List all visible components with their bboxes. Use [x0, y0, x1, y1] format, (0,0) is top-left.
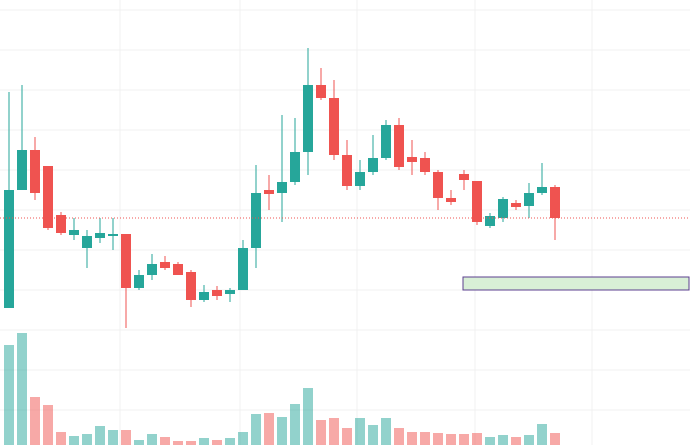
candle-body: [355, 172, 365, 186]
candle-body: [134, 275, 144, 288]
volume-bar: [121, 430, 131, 445]
candle-body: [277, 182, 287, 193]
candle-body: [108, 234, 118, 236]
candle-body: [173, 264, 183, 275]
volume-bar: [238, 432, 248, 445]
volume-bar: [69, 436, 79, 445]
volume-bar: [264, 413, 274, 445]
candle-body: [550, 187, 560, 218]
volume-bar: [459, 434, 469, 445]
candle-body: [4, 190, 14, 308]
volume-bar: [316, 420, 326, 445]
candle-body: [290, 152, 300, 182]
volume-bar: [498, 435, 508, 445]
candle-body: [420, 158, 430, 172]
candle-body: [485, 216, 495, 226]
candle-body: [459, 174, 469, 180]
candle-body: [186, 272, 196, 300]
candle-body: [147, 264, 157, 275]
candle-body: [394, 125, 404, 167]
candle-body: [511, 203, 521, 207]
candle-body: [472, 181, 482, 222]
volume-bar: [355, 418, 365, 445]
volume-bar: [160, 437, 170, 445]
volume-bar: [303, 388, 313, 445]
volume-bar: [43, 405, 53, 445]
candle-body: [69, 230, 79, 235]
volume-bar: [56, 432, 66, 445]
volume-bar: [251, 414, 261, 445]
volume-bar: [199, 438, 209, 445]
candle-body: [446, 198, 456, 202]
candle-body: [43, 166, 53, 228]
volume-bar: [368, 425, 378, 445]
volume-bar: [485, 437, 495, 445]
volume-bar: [550, 433, 560, 445]
volume-bar: [225, 438, 235, 445]
volume-bar: [277, 417, 287, 445]
volume-bar: [537, 424, 547, 445]
candle-body: [95, 233, 105, 238]
candle-body: [303, 85, 313, 152]
candle-body: [433, 172, 443, 198]
candle-body: [199, 292, 209, 300]
candle-body: [329, 98, 339, 155]
volume-bar: [186, 441, 196, 445]
volume-bar: [381, 418, 391, 445]
volume-bar: [4, 345, 14, 445]
volume-bar: [394, 428, 404, 445]
volume-bar: [407, 432, 417, 445]
volume-bar: [212, 440, 222, 445]
volume-bar: [17, 333, 27, 445]
zone: [462, 276, 690, 291]
candle-body: [251, 193, 261, 248]
volume-bar: [108, 430, 118, 445]
candle-body: [225, 290, 235, 294]
candle-body: [381, 125, 391, 158]
volume-bar: [134, 440, 144, 445]
volume-bar: [290, 404, 300, 445]
volume-bar: [329, 418, 339, 445]
volume-bar: [147, 434, 157, 445]
volume-bar: [524, 435, 534, 445]
volume-bar: [446, 434, 456, 445]
candle-body: [407, 157, 417, 162]
volume-bar: [82, 434, 92, 445]
candle-body: [56, 215, 66, 233]
candle-body: [160, 262, 170, 268]
candle-body: [264, 190, 274, 194]
volume-bar: [472, 433, 482, 445]
candle-body: [368, 158, 378, 172]
candle-body: [121, 234, 131, 288]
candle-body: [17, 150, 27, 190]
candle-body: [498, 199, 508, 218]
volume-bar: [173, 441, 183, 445]
candle-body: [537, 187, 547, 193]
volume-bar: [30, 397, 40, 445]
volume-bar: [511, 437, 521, 445]
candle-body: [316, 85, 326, 98]
candle-body: [30, 150, 40, 193]
candle-body: [238, 248, 248, 290]
candle-body: [82, 236, 92, 248]
candle-body: [342, 155, 352, 186]
candle-body: [212, 290, 222, 296]
volume-bar: [95, 426, 105, 445]
volume-bar: [342, 428, 352, 445]
volume-bar: [433, 433, 443, 445]
candle-body: [524, 193, 534, 206]
volume-bar: [420, 432, 430, 445]
